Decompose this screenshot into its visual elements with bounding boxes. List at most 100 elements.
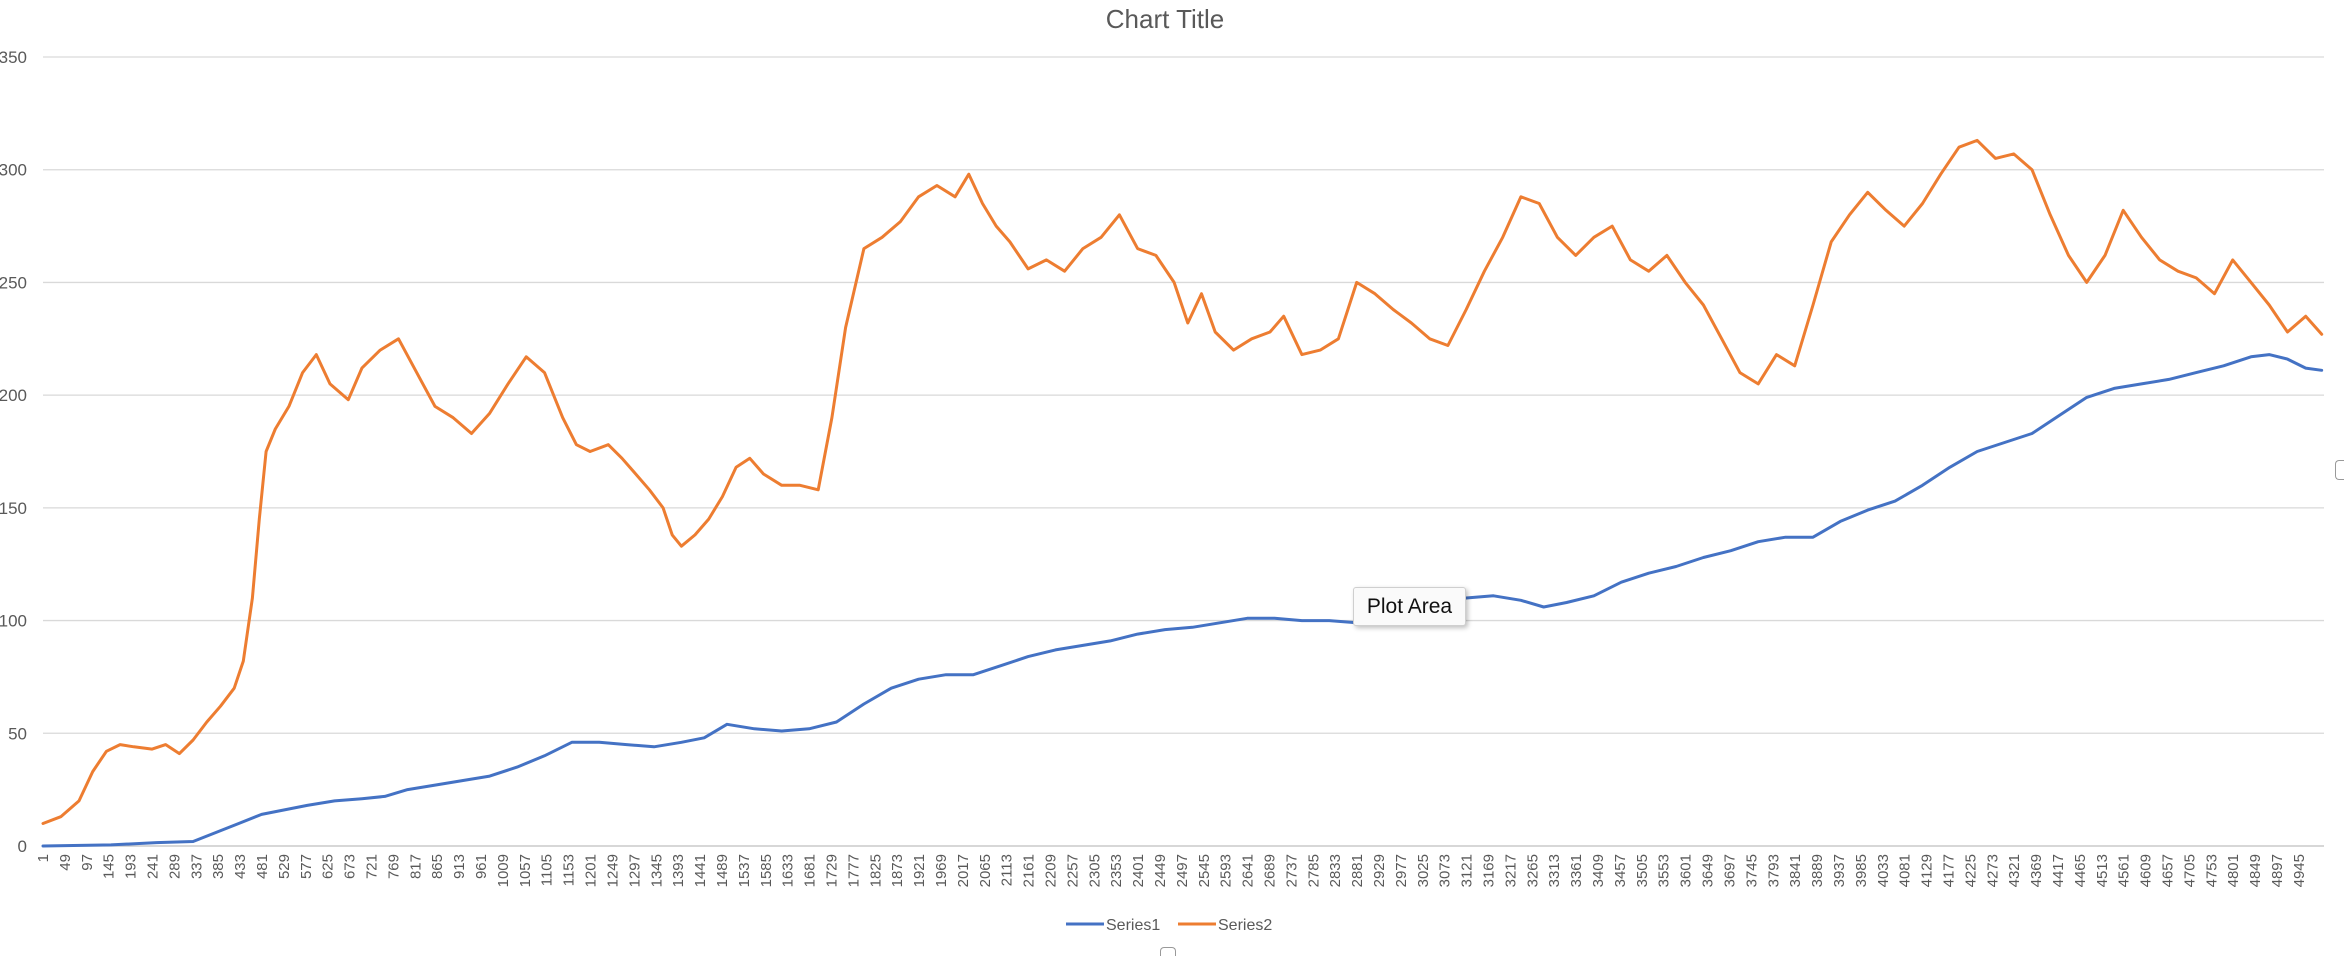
y-tick-label: 300 <box>0 161 27 180</box>
x-tick-label: 577 <box>298 854 315 879</box>
x-tick-label: 3073 <box>1437 854 1454 887</box>
x-tick-label: 3457 <box>1612 854 1629 887</box>
x-tick-label: 4561 <box>2116 854 2133 887</box>
x-tick-label: 1297 <box>626 854 643 887</box>
x-tick-label: 3841 <box>1787 854 1804 887</box>
x-tick-label: 3361 <box>1568 854 1585 887</box>
x-tick-label: 2641 <box>1240 854 1257 887</box>
x-tick-label: 769 <box>385 854 402 879</box>
x-tick-label: 1249 <box>604 854 621 887</box>
x-tick-label: 3313 <box>1546 854 1563 887</box>
x-tick-label: 3649 <box>1700 854 1717 887</box>
x-tick-label: 3169 <box>1481 854 1498 887</box>
x-tick-label: 4657 <box>2159 854 2176 887</box>
x-tick-label: 2353 <box>1108 854 1125 887</box>
y-tick-label: 0 <box>18 837 27 856</box>
x-tick-label: 3025 <box>1415 854 1432 887</box>
x-tick-label: 3265 <box>1524 854 1541 887</box>
x-tick-label: 481 <box>254 854 271 879</box>
x-tick-label: 3505 <box>1634 854 1651 887</box>
x-tick-label: 1969 <box>933 854 950 887</box>
x-tick-label: 433 <box>232 854 249 879</box>
x-tick-label: 1201 <box>583 854 600 887</box>
x-tick-label: 2737 <box>1283 854 1300 887</box>
y-axis-ticks: 0 50 100 150 200 250 300 350 <box>0 48 27 856</box>
x-tick-label: 817 <box>407 854 424 879</box>
x-tick-label: 337 <box>188 854 205 879</box>
x-tick-label: 4705 <box>2181 854 2198 887</box>
x-tick-label: 1873 <box>889 854 906 887</box>
legend-label-2: Series2 <box>1218 917 1272 934</box>
x-tick-label: 625 <box>320 854 337 879</box>
chart-resize-handle-right[interactable] <box>2335 460 2344 480</box>
x-tick-label: 2257 <box>1064 854 1081 887</box>
chart-title[interactable]: Chart Title <box>1106 4 1225 34</box>
y-tick-label: 50 <box>8 724 27 743</box>
y-tick-label: 200 <box>0 386 27 405</box>
x-tick-label: 385 <box>210 854 227 879</box>
x-tick-label: 1393 <box>670 854 687 887</box>
x-tick-label: 913 <box>451 854 468 879</box>
x-tick-label: 1681 <box>802 854 819 887</box>
x-tick-label: 529 <box>276 854 293 879</box>
x-tick-label: 4945 <box>2291 854 2308 887</box>
x-tick-label: 1153 <box>561 854 578 886</box>
x-tick-label: 3217 <box>1502 854 1519 887</box>
x-tick-label: 2305 <box>1086 854 1103 887</box>
x-tick-label: 4753 <box>2203 854 2220 887</box>
x-tick-label: 241 <box>145 854 162 879</box>
x-tick-label: 2977 <box>1393 854 1410 887</box>
x-tick-label: 2593 <box>1218 854 1235 887</box>
x-tick-label: 2113 <box>999 854 1016 886</box>
series-line-1[interactable] <box>41 353 2324 848</box>
x-tick-label: 1 <box>35 854 52 862</box>
x-tick-label: 1345 <box>648 854 665 887</box>
x-tick-label: 4225 <box>1962 854 1979 887</box>
x-tick-label: 4033 <box>1875 854 1892 887</box>
x-tick-label: 2161 <box>1021 854 1038 887</box>
x-tick-label: 4177 <box>1940 854 1957 887</box>
x-tick-label: 1585 <box>758 854 775 887</box>
x-tick-label: 2545 <box>1196 854 1213 887</box>
y-tick-label: 150 <box>0 499 27 518</box>
x-tick-label: 1729 <box>823 854 840 887</box>
x-tick-label: 1921 <box>911 854 928 887</box>
x-tick-label: 2449 <box>1152 854 1169 887</box>
x-tick-label: 1489 <box>714 854 731 887</box>
x-tick-label: 2065 <box>977 854 994 887</box>
x-tick-label: 2833 <box>1327 854 1344 887</box>
x-tick-label: 1825 <box>867 854 884 887</box>
x-tick-label: 3697 <box>1721 854 1738 887</box>
y-tick-label: 250 <box>0 273 27 292</box>
y-tick-label: 350 <box>0 48 27 67</box>
x-tick-label: 961 <box>473 854 490 879</box>
x-tick-label: 4609 <box>2138 854 2155 887</box>
x-tick-label: 3553 <box>1656 854 1673 887</box>
x-tick-label: 4129 <box>1919 854 1936 887</box>
x-tick-label: 1777 <box>845 854 862 887</box>
x-tick-label: 721 <box>364 854 381 879</box>
series-lines[interactable] <box>41 138 2324 848</box>
x-tick-label: 3409 <box>1590 854 1607 887</box>
legend-label-1: Series1 <box>1106 917 1160 934</box>
series-line-2[interactable] <box>41 138 2324 825</box>
x-tick-label: 865 <box>429 854 446 879</box>
x-tick-label: 4369 <box>2028 854 2045 887</box>
x-tick-label: 2017 <box>955 854 972 887</box>
x-tick-label: 4801 <box>2225 854 2242 887</box>
x-axis-ticks: 1 49 97 145 193 241 289 337 385 433 481 529 577 625 67… <box>35 854 2308 887</box>
x-tick-label: 2209 <box>1042 854 1059 887</box>
x-tick-label: 3601 <box>1678 854 1695 887</box>
x-tick-label: 2497 <box>1174 854 1191 887</box>
chart-resize-handle-bottom[interactable] <box>1160 947 1176 956</box>
x-tick-label: 1009 <box>495 854 512 887</box>
x-tick-label: 4081 <box>1897 854 1914 887</box>
x-tick-label: 4897 <box>2269 854 2286 887</box>
x-tick-label: 49 <box>57 854 74 871</box>
legend[interactable]: Series1 Series2 <box>1066 917 1272 934</box>
y-tick-label: 100 <box>0 612 27 631</box>
x-tick-label: 1537 <box>736 854 753 887</box>
x-tick-label: 4849 <box>2247 854 2264 887</box>
x-tick-label: 193 <box>123 854 140 879</box>
x-tick-label: 3889 <box>1809 854 1826 887</box>
